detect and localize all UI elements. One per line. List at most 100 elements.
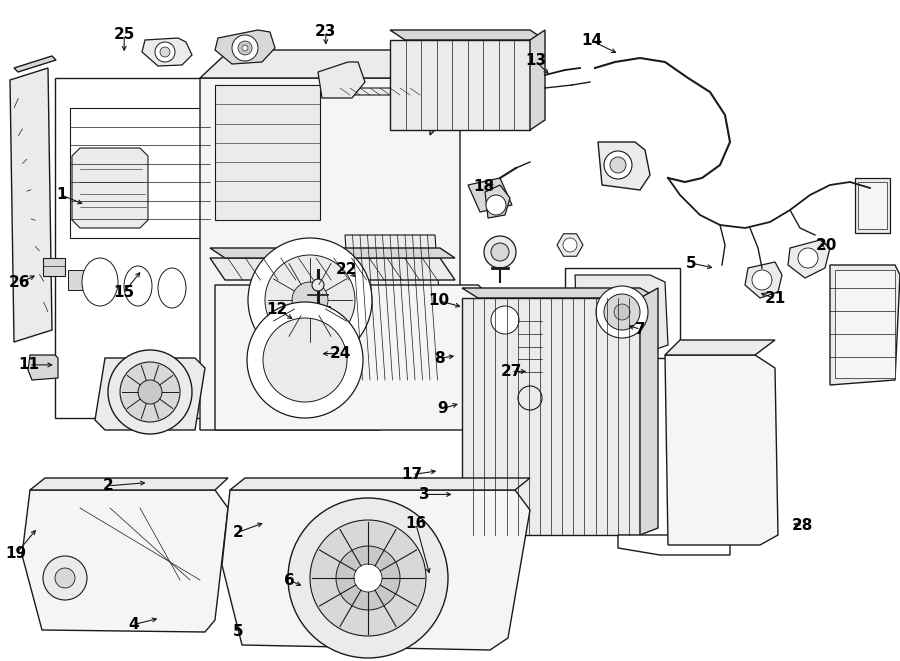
Circle shape (292, 282, 328, 318)
Text: 2: 2 (103, 479, 113, 493)
Polygon shape (665, 355, 778, 545)
Text: 8: 8 (434, 351, 445, 366)
Polygon shape (210, 258, 455, 280)
Polygon shape (14, 56, 56, 72)
Polygon shape (557, 234, 583, 256)
Circle shape (604, 294, 640, 330)
Polygon shape (230, 478, 530, 490)
Circle shape (247, 302, 363, 418)
Polygon shape (575, 275, 668, 352)
Circle shape (486, 195, 506, 215)
Circle shape (232, 35, 258, 61)
Text: 9: 9 (437, 401, 448, 416)
Bar (565, 268, 680, 358)
Circle shape (614, 304, 630, 320)
Bar (68, 270, 110, 290)
Polygon shape (95, 358, 205, 430)
Polygon shape (462, 298, 640, 535)
Ellipse shape (124, 266, 152, 306)
Text: 25: 25 (113, 27, 135, 42)
Polygon shape (215, 285, 505, 430)
Text: 19: 19 (5, 547, 27, 561)
Circle shape (155, 42, 175, 62)
Circle shape (604, 151, 632, 179)
Polygon shape (345, 235, 445, 380)
Polygon shape (30, 478, 228, 490)
Circle shape (563, 238, 577, 252)
Polygon shape (210, 248, 455, 258)
Text: 5: 5 (686, 256, 697, 270)
Polygon shape (518, 308, 542, 385)
Polygon shape (10, 68, 52, 342)
Circle shape (484, 236, 516, 268)
Text: 27: 27 (500, 364, 522, 379)
Text: 5: 5 (233, 624, 244, 639)
Polygon shape (485, 185, 510, 218)
Polygon shape (618, 528, 730, 555)
Text: 26: 26 (9, 276, 31, 290)
Text: 3: 3 (419, 487, 430, 502)
Text: 7: 7 (635, 322, 646, 336)
Polygon shape (330, 88, 430, 95)
Circle shape (160, 47, 170, 57)
Circle shape (265, 255, 355, 345)
Polygon shape (745, 262, 782, 298)
Ellipse shape (82, 258, 118, 306)
Polygon shape (640, 288, 658, 535)
Bar (55, 78, 230, 418)
Polygon shape (830, 265, 900, 385)
Polygon shape (200, 78, 460, 430)
Polygon shape (22, 490, 228, 632)
Text: 21: 21 (765, 292, 787, 306)
Text: 10: 10 (428, 293, 450, 308)
Polygon shape (518, 302, 548, 308)
Circle shape (55, 568, 75, 588)
Text: 6: 6 (284, 573, 295, 588)
Circle shape (491, 243, 509, 261)
Text: 16: 16 (405, 516, 427, 531)
Polygon shape (215, 30, 275, 64)
Text: 12: 12 (266, 302, 288, 317)
Polygon shape (468, 178, 512, 212)
Circle shape (248, 238, 372, 362)
Circle shape (108, 350, 192, 434)
Circle shape (752, 270, 772, 290)
Polygon shape (598, 142, 650, 190)
Polygon shape (222, 490, 530, 650)
Polygon shape (28, 355, 58, 380)
Text: 22: 22 (336, 262, 357, 277)
Circle shape (263, 318, 347, 402)
Bar (858, 182, 887, 229)
Bar (855, 178, 890, 233)
Polygon shape (215, 85, 320, 220)
Circle shape (288, 498, 448, 658)
Text: 15: 15 (113, 285, 135, 299)
Text: 13: 13 (525, 54, 546, 68)
Text: 24: 24 (329, 346, 351, 361)
Polygon shape (430, 50, 460, 135)
Text: 14: 14 (581, 34, 603, 48)
Bar (835, 270, 895, 378)
Text: 17: 17 (401, 467, 423, 482)
Text: 23: 23 (315, 24, 337, 39)
Circle shape (336, 546, 400, 610)
Polygon shape (462, 288, 658, 298)
Circle shape (310, 520, 426, 636)
Polygon shape (72, 148, 148, 228)
Polygon shape (200, 50, 460, 78)
Circle shape (120, 362, 180, 422)
Circle shape (596, 286, 648, 338)
Circle shape (518, 386, 542, 410)
Bar (70, 108, 210, 238)
Circle shape (312, 279, 324, 291)
Text: 1: 1 (56, 188, 67, 202)
Polygon shape (665, 340, 775, 355)
Circle shape (138, 380, 162, 404)
Text: 2: 2 (233, 525, 244, 539)
Text: 28: 28 (792, 518, 814, 533)
Circle shape (610, 157, 626, 173)
Text: 18: 18 (473, 179, 495, 194)
Polygon shape (788, 240, 830, 278)
Circle shape (354, 564, 382, 592)
Circle shape (798, 248, 818, 268)
